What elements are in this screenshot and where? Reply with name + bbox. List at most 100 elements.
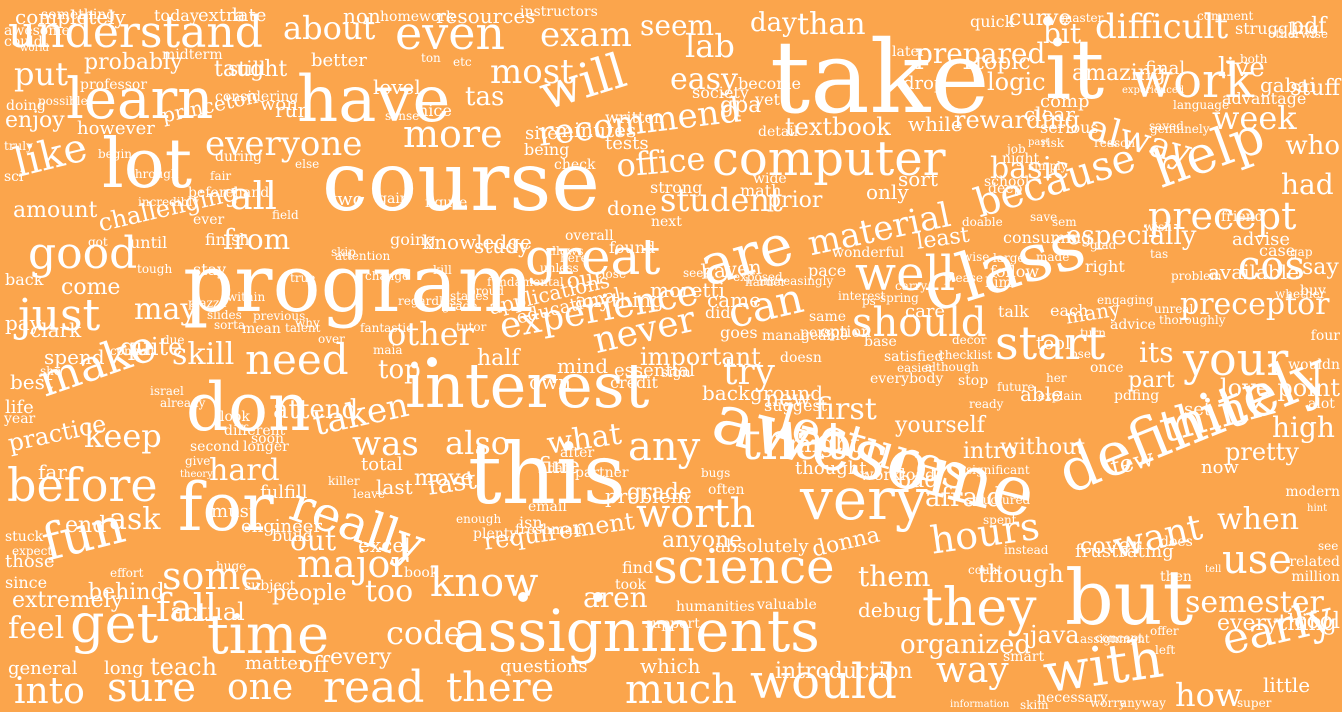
word: care [905, 301, 946, 322]
word: she [40, 364, 61, 378]
word: thought [795, 458, 867, 479]
word: more [403, 112, 503, 156]
word: after [560, 445, 595, 461]
word: already [160, 396, 206, 410]
word: expect [12, 544, 53, 558]
word: without [1000, 435, 1086, 460]
word: unless [540, 261, 579, 275]
word: effort [110, 566, 144, 580]
word: midterm [162, 47, 223, 63]
word: option [820, 322, 872, 341]
word: concept [1095, 631, 1143, 645]
word: course [322, 135, 600, 230]
word: late [232, 5, 267, 26]
word: need [245, 335, 349, 384]
word: risk [1041, 136, 1065, 150]
word: interest [405, 349, 650, 422]
word: regardless [398, 294, 463, 308]
word: later [892, 44, 926, 60]
word: then [1160, 569, 1192, 585]
word: but [1065, 553, 1194, 642]
word: able [1020, 382, 1063, 406]
word: simply [1028, 159, 1068, 173]
word: took [615, 577, 646, 593]
word: buy [1300, 283, 1326, 299]
word: doable [962, 215, 1003, 229]
word: important [640, 343, 761, 371]
word: textbook [785, 113, 891, 141]
word: work [1132, 53, 1255, 109]
word: instead [1004, 543, 1049, 557]
word: build [272, 526, 314, 545]
word: detail [758, 124, 799, 140]
word: night [1002, 151, 1040, 167]
word: skim [1020, 698, 1049, 712]
word: come [61, 275, 121, 300]
word: four [1310, 328, 1340, 344]
word: due [162, 333, 185, 347]
word: whether [1275, 287, 1326, 301]
word: everybody [870, 371, 944, 387]
word: day [750, 8, 797, 38]
word: through [130, 167, 179, 181]
word: code [386, 614, 463, 652]
word: gpa [720, 93, 762, 118]
word: professor [80, 77, 148, 93]
word: talent [285, 321, 321, 335]
word: done [607, 196, 657, 220]
word: turn [1080, 326, 1107, 340]
word: out [290, 524, 337, 557]
word: essential [614, 360, 695, 381]
word: carry [895, 279, 928, 293]
word: second [190, 439, 240, 455]
word: wide [753, 171, 787, 187]
word: however [77, 118, 155, 139]
word: satisfied [884, 349, 944, 365]
word: top [378, 355, 421, 385]
word: commit [110, 344, 156, 358]
word: made [1036, 250, 1070, 264]
word: tool [1036, 333, 1071, 354]
word: grade [442, 299, 478, 313]
word: knowledge [422, 230, 532, 254]
word: theory [180, 469, 213, 480]
word: date [548, 461, 575, 475]
word: valuable [757, 597, 817, 613]
word: genuinely [1150, 122, 1210, 136]
word: when [1217, 502, 1300, 537]
word: worth [636, 491, 756, 537]
word: background [702, 381, 824, 405]
word: pdf [1290, 14, 1327, 39]
word: week [1212, 99, 1297, 137]
word: sem [1052, 215, 1077, 229]
word: say [1302, 255, 1339, 280]
word: grade [627, 480, 692, 505]
word: extra [198, 5, 246, 26]
word: did [705, 303, 731, 322]
word: modern [1285, 484, 1340, 500]
word: sorta [214, 318, 246, 332]
word: anyone [662, 528, 743, 553]
word: math [740, 181, 782, 200]
word: nice [418, 101, 452, 120]
word: exposed [733, 270, 783, 284]
word: also [445, 424, 510, 462]
word: experienced [1122, 85, 1185, 96]
word: too [365, 574, 414, 609]
word: set [1184, 399, 1212, 420]
word: ton [421, 51, 441, 65]
dot-mark [427, 357, 437, 367]
word: awesome [4, 23, 70, 39]
word: clear [1024, 102, 1075, 126]
word: serious [1040, 118, 1099, 137]
word: mind [557, 354, 609, 378]
word: support [645, 616, 700, 632]
word: each [1050, 301, 1089, 320]
word: partner [575, 465, 629, 481]
word: pretty [1225, 438, 1299, 466]
word: this [468, 425, 626, 523]
word: anyway [1120, 696, 1166, 710]
word: resources [436, 4, 536, 28]
word: cool [1294, 609, 1340, 634]
word: than [797, 7, 866, 42]
